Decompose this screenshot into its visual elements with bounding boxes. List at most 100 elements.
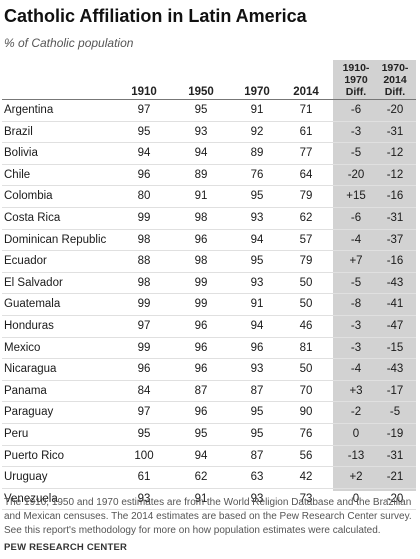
difference-columns-background (333, 60, 416, 491)
header-divider (2, 99, 416, 100)
diff-1970-2014: -12 (386, 168, 404, 181)
table-row: Argentina 97 95 91 71 -6 -20 (0, 100, 420, 122)
value-2014: 50 (299, 276, 313, 289)
year-header-1910: 1910 (131, 86, 157, 98)
row-divider (2, 401, 416, 403)
value-1950: 91 (194, 190, 208, 203)
diff-1970-2014: -47 (386, 320, 404, 332)
row-divider (2, 509, 416, 511)
table-row: Colombia 80 91 95 79 +15 -16 (0, 186, 420, 208)
diff-header-line: 2014 (383, 74, 407, 86)
diff-1970-2014: -20 (386, 492, 404, 505)
country-name: Peru (4, 428, 29, 440)
value-1950: 96 (194, 363, 208, 376)
diff-header-line: Diff. (345, 86, 367, 98)
row-divider (2, 358, 416, 360)
diff-header-1970-2014: 1970- 2014 Diff. (375, 62, 415, 98)
value-1910: 96 (137, 168, 151, 181)
row-divider (2, 336, 416, 338)
value-1970: 93 (250, 363, 264, 376)
value-1950: 94 (194, 449, 208, 462)
diff-1910-1970: +7 (349, 255, 363, 268)
country-name: El Salvador (4, 276, 63, 289)
diff-1910-1970: 0 (352, 492, 360, 505)
table-row: Peru 95 95 95 76 0 -19 (0, 424, 420, 446)
value-1910: 98 (137, 233, 151, 246)
diff-1910-1970: +3 (349, 384, 363, 397)
row-divider (2, 228, 416, 230)
value-2014: 81 (299, 341, 313, 354)
value-2014: 62 (299, 212, 313, 224)
country-name: Chile (4, 168, 31, 181)
value-2014: 50 (299, 363, 313, 376)
value-1950: 96 (194, 341, 208, 354)
diff-1970-2014: -37 (386, 233, 404, 246)
value-2014: 73 (299, 492, 313, 505)
value-1970: 87 (250, 449, 264, 462)
diff-1970-2014: -12 (386, 147, 404, 160)
value-2014: 56 (299, 449, 313, 462)
row-divider (2, 142, 416, 144)
diff-1910-1970: -4 (350, 363, 362, 376)
value-1910: 98 (137, 276, 151, 289)
value-1970: 87 (250, 384, 264, 397)
value-1910: 99 (137, 341, 151, 354)
diff-1910-1970: 0 (352, 428, 360, 440)
value-1910: 96 (137, 363, 151, 376)
diff-1910-1970: -4 (350, 233, 362, 246)
diff-1970-2014: -43 (386, 276, 404, 289)
value-2014: 61 (299, 125, 313, 138)
source-credit: PEW RESEARCH CENTER (4, 542, 128, 553)
row-divider (2, 185, 416, 187)
diff-1970-2014: -31 (386, 125, 404, 138)
value-1950: 95 (194, 428, 208, 440)
row-divider (2, 293, 416, 295)
value-1970: 94 (250, 320, 264, 332)
diff-1910-1970: -3 (350, 125, 362, 138)
country-name: Ecuador (4, 255, 47, 268)
table-row: Bolivia 94 94 89 77 -5 -12 (0, 143, 420, 165)
table-row: Puerto Rico 100 94 87 56 -13 -31 (0, 446, 420, 468)
footnote: The 1910, 1950 and 1970 estimates are fr… (4, 497, 412, 536)
table-row: Uruguay 61 62 63 42 +2 -21 (0, 467, 420, 489)
value-1910: 99 (137, 212, 151, 224)
value-2014: 71 (299, 104, 313, 116)
diff-1910-1970: -3 (350, 320, 362, 332)
table-row: Nicaragua 96 96 93 50 -4 -43 (0, 359, 420, 381)
value-1910: 94 (137, 147, 151, 160)
row-divider (2, 422, 416, 424)
diff-1970-2014: -43 (386, 363, 404, 376)
value-2014: 57 (299, 233, 313, 246)
value-1950: 93 (194, 125, 208, 138)
value-1950: 62 (194, 471, 208, 484)
country-name: Honduras (4, 320, 54, 332)
value-1950: 89 (194, 168, 208, 181)
diff-1970-2014: -5 (389, 406, 401, 419)
value-1910: 84 (137, 384, 151, 397)
value-2014: 76 (299, 428, 313, 440)
country-name: Argentina (4, 104, 54, 116)
chart-title: Catholic Affiliation in Latin America (4, 6, 307, 26)
value-1910: 93 (137, 492, 151, 505)
diff-1970-2014: -19 (386, 428, 404, 440)
value-2014: 64 (299, 168, 313, 181)
value-1970: 89 (250, 147, 264, 160)
country-name: Paraguay (4, 406, 54, 419)
diff-1970-2014: -17 (386, 384, 404, 397)
country-name: Colombia (4, 190, 53, 203)
diff-1970-2014: -21 (386, 471, 404, 484)
diff-1910-1970: -13 (347, 449, 365, 462)
value-2014: 42 (299, 471, 313, 484)
diff-1910-1970: -3 (350, 341, 362, 354)
diff-header-line: 1970 (344, 74, 368, 86)
value-1970: 91 (250, 298, 264, 311)
table-row: Honduras 97 96 94 46 -3 -47 (0, 316, 420, 338)
value-1950: 96 (194, 233, 208, 246)
table-row: Mexico 99 96 96 81 -3 -15 (0, 338, 420, 360)
value-1910: 97 (137, 406, 151, 419)
row-divider (2, 120, 416, 122)
value-1950: 95 (194, 104, 208, 116)
country-name: Mexico (4, 341, 41, 354)
diff-1910-1970: -6 (350, 212, 362, 224)
